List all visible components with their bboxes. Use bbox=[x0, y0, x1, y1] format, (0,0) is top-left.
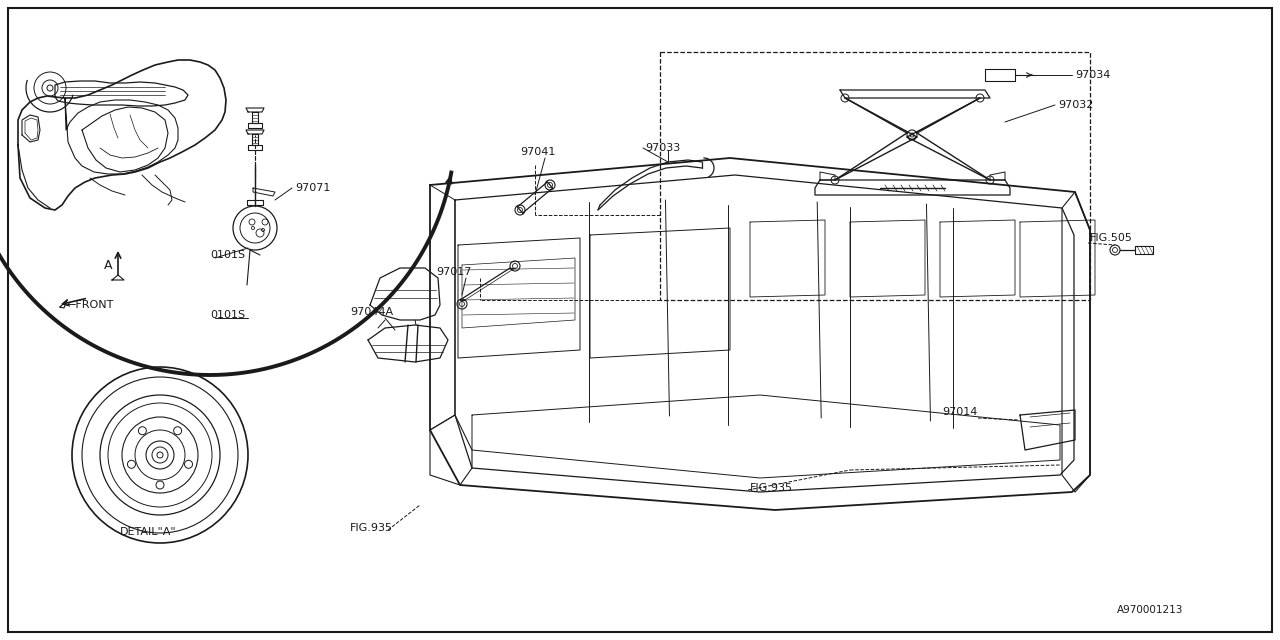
Text: 97017: 97017 bbox=[436, 267, 471, 277]
Text: FIG.505: FIG.505 bbox=[1091, 233, 1133, 243]
Text: FIG.935: FIG.935 bbox=[349, 523, 393, 533]
Text: 97034: 97034 bbox=[1075, 70, 1110, 80]
Text: 97033: 97033 bbox=[645, 143, 680, 153]
Text: DETAIL"A": DETAIL"A" bbox=[120, 527, 177, 537]
Text: 97044A: 97044A bbox=[349, 307, 393, 317]
Text: 0101S: 0101S bbox=[210, 310, 246, 320]
Text: 97032: 97032 bbox=[1059, 100, 1093, 110]
Text: 97041: 97041 bbox=[520, 147, 556, 157]
Text: A: A bbox=[104, 259, 113, 271]
Text: 0101S: 0101S bbox=[210, 250, 246, 260]
Text: FIG.935: FIG.935 bbox=[750, 483, 794, 493]
Text: A970001213: A970001213 bbox=[1117, 605, 1183, 615]
Text: 97071: 97071 bbox=[294, 183, 330, 193]
Text: ←FRONT: ←FRONT bbox=[67, 300, 114, 310]
Text: 97014: 97014 bbox=[942, 407, 978, 417]
